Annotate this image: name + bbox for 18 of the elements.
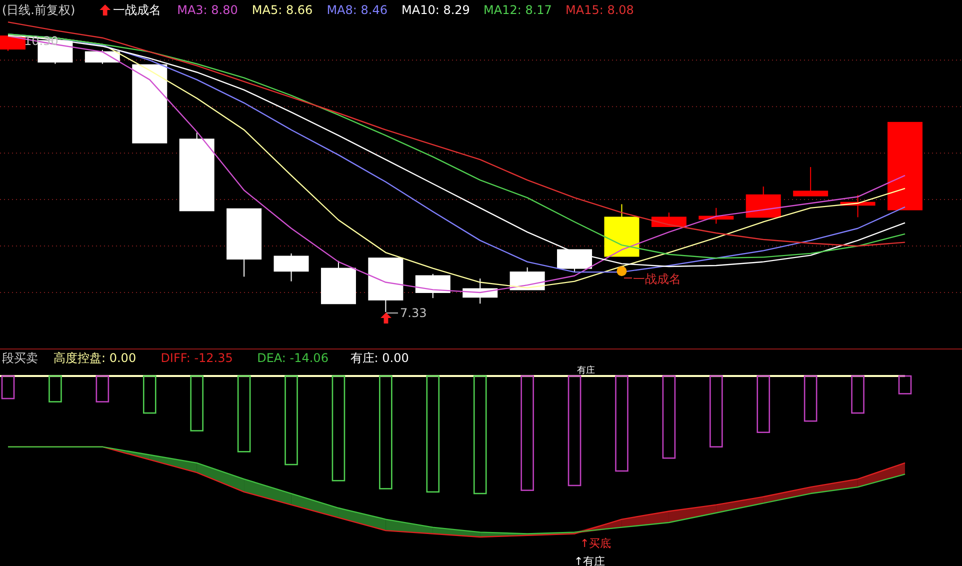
text: MA5: 8.66 (252, 3, 313, 17)
chart-title: 段买卖 (2, 351, 38, 365)
text: 有庄 (577, 365, 595, 376)
text: MA3: 8.80 (177, 3, 238, 17)
text: MA15: 8.08 (566, 3, 634, 17)
text: MA8: 8.46 (326, 3, 388, 17)
text: MA10: 8.29 (402, 3, 470, 17)
text: DEA: -14.06 (257, 351, 328, 365)
text: MA12: 8.17 (484, 3, 552, 17)
annotation: 7.33 (400, 306, 427, 320)
chart-title: (日线.前复权) (2, 3, 76, 17)
annotation: ↑买底 (580, 537, 612, 550)
annotation: 10.30 (24, 34, 58, 48)
text: 有庄: 0.00 (350, 351, 409, 365)
annotation: 一战成名 (633, 272, 681, 286)
text: DIFF: -12.35 (160, 351, 233, 365)
text: 一战成名 (113, 3, 162, 17)
text: 高度控盘: 0.00 (54, 351, 136, 365)
